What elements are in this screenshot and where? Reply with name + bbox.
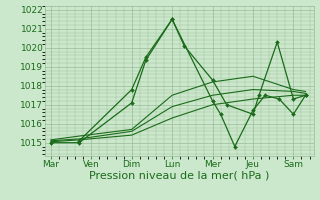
X-axis label: Pression niveau de la mer( hPa ): Pression niveau de la mer( hPa ): [89, 171, 269, 181]
